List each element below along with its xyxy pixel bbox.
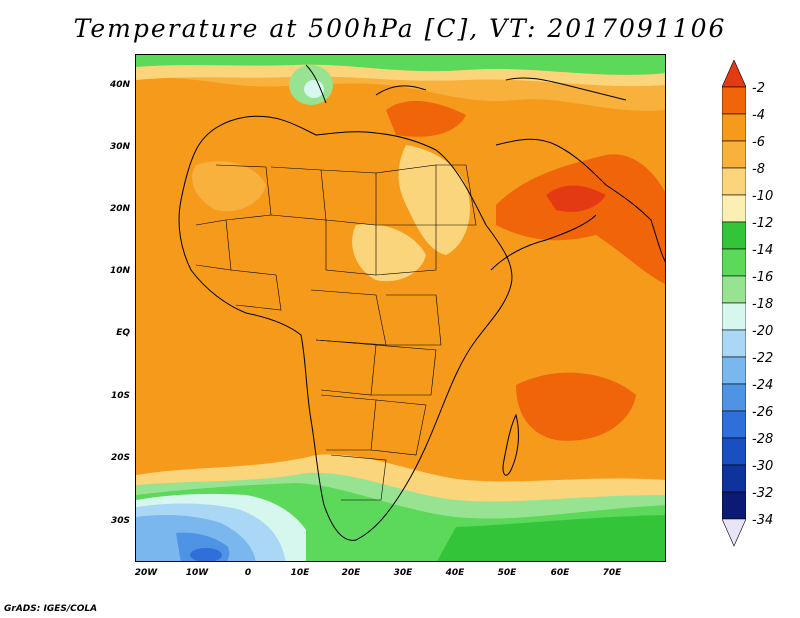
lon-label: 20E (341, 568, 361, 578)
north-edge (136, 55, 665, 75)
lon-label: 70E (602, 568, 622, 578)
pale-central (352, 224, 426, 282)
colorbar-segment (722, 221, 746, 250)
lat-label: 10S (110, 391, 130, 401)
map-title: Temperature at 500hPa [C], VT: 201709110… (73, 14, 727, 43)
lon-label: 20W (134, 568, 158, 578)
colorbar-label: -28 (752, 432, 774, 447)
colorbar (722, 60, 746, 547)
colorbar-label: -8 (752, 162, 765, 177)
lat-label: 20N (109, 204, 130, 214)
lon-label: 60E (550, 568, 570, 578)
colorbar-label: -34 (752, 513, 774, 528)
colorbar-segment (722, 437, 746, 466)
colorbar-segment (722, 60, 746, 88)
lon-label: 10W (185, 568, 209, 578)
pale-sahara (398, 145, 470, 255)
colorbar-label: -12 (752, 216, 774, 231)
colorbar-segment (722, 491, 746, 520)
lat-label: 10N (109, 266, 130, 276)
country-borders (195, 164, 477, 501)
lat-label: 30S (110, 516, 130, 526)
hot-egypt (386, 100, 466, 137)
north-edge-yellow (136, 64, 665, 87)
colorbar-segment (722, 329, 746, 358)
colorbar-segment (722, 86, 746, 115)
pale-west (192, 161, 266, 212)
colorbar-label: -18 (752, 297, 774, 312)
hot-indian-ocean (516, 372, 636, 441)
colorbar-segment (722, 518, 746, 547)
colorbar-segment (722, 248, 746, 277)
colorbar-label: -6 (752, 135, 765, 150)
colorbar-label: -30 (752, 459, 774, 474)
lon-label: 50E (497, 568, 517, 578)
colorbar-segment (722, 383, 746, 412)
south-blue-core (190, 548, 222, 561)
hot-arabia-india (496, 154, 665, 284)
colorbar-label: -16 (752, 270, 774, 285)
lon-label: 0 (244, 568, 252, 578)
lat-label: 20S (110, 453, 130, 463)
colorbar-label: -14 (752, 243, 774, 258)
colorbar-label: -10 (752, 189, 774, 204)
colorbar-segment (722, 464, 746, 493)
lon-label: 40E (445, 568, 465, 578)
colorbar-segment (722, 356, 746, 385)
colorbar-segment (722, 275, 746, 304)
footer-credit: GrADS: IGES/COLA (4, 604, 98, 614)
colorbar-segment (722, 194, 746, 223)
colorbar-label: -4 (752, 108, 765, 123)
hot-arabia-core (546, 185, 606, 212)
lon-label: 10E (290, 568, 310, 578)
colorbar-label: -22 (752, 351, 774, 366)
colorbar-segment (722, 140, 746, 169)
colorbar-label: -24 (752, 378, 774, 393)
colorbar-segment (722, 113, 746, 142)
lon-label: 30E (393, 568, 413, 578)
colorbar-label: -20 (752, 324, 774, 339)
colorbar-segment (722, 410, 746, 439)
coastlines (178, 64, 665, 541)
lat-label: 30N (109, 142, 130, 152)
colorbar-label: -2 (752, 81, 765, 96)
lat-label: EQ (116, 328, 130, 338)
colorbar-segment (722, 167, 746, 196)
colorbar-label: -26 (752, 405, 774, 420)
temperature-map (135, 54, 666, 562)
lat-label: 40N (109, 80, 130, 90)
south-green-dark (437, 515, 665, 561)
colorbar-label: -32 (752, 486, 774, 501)
colorbar-segment (722, 302, 746, 331)
